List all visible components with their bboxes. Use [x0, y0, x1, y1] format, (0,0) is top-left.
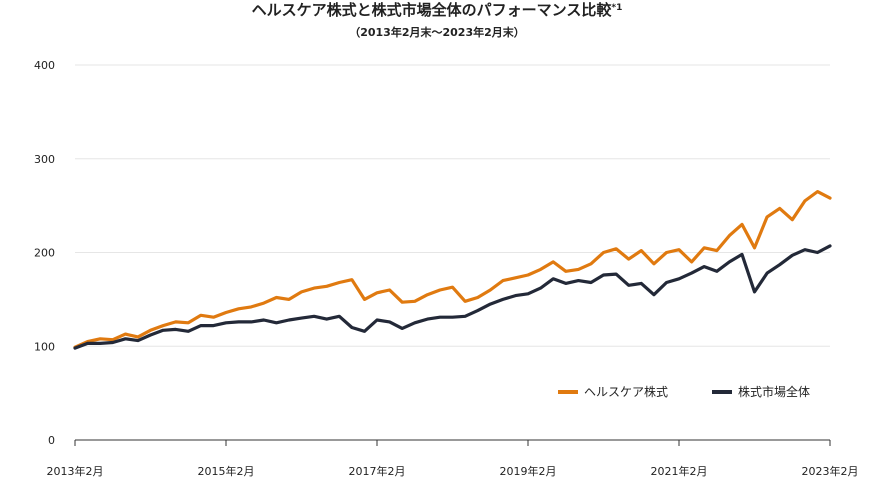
legend-label: 株式市場全体	[738, 384, 810, 399]
x-tick-label: 2019年2月	[500, 464, 557, 478]
chart-subtitle: （2013年2月末〜2023年2月末）	[349, 25, 525, 39]
x-tick-label: 2023年2月	[802, 464, 859, 478]
x-tick-label: 2021年2月	[651, 464, 708, 478]
legend: ヘルスケア株式 株式市場全体	[558, 384, 810, 399]
y-tick-label: 100	[34, 340, 55, 353]
y-tick-label: 400	[34, 59, 55, 72]
y-tick-label: 0	[48, 434, 55, 447]
x-tick-label: 2013年2月	[47, 464, 104, 478]
y-tick-label: 300	[34, 153, 55, 166]
series-layer	[73, 190, 832, 350]
legend-label: ヘルスケア株式	[584, 384, 668, 399]
y-tick-label: 200	[34, 247, 55, 260]
grid-layer	[75, 64, 830, 347]
chart-title: ヘルスケア株式と株式市場全体のパフォーマンス比較*1	[252, 1, 623, 19]
chart-title-note: *1	[611, 3, 622, 13]
series-line-0	[73, 190, 832, 349]
x-tick-label: 2015年2月	[198, 464, 255, 478]
axis-layer: 0 100 200 300 400 2013年2月 2015年2月 2017年2月 2019年2…	[34, 59, 859, 478]
x-tick-label: 2017年2月	[349, 464, 406, 478]
series-line-1	[73, 244, 832, 350]
